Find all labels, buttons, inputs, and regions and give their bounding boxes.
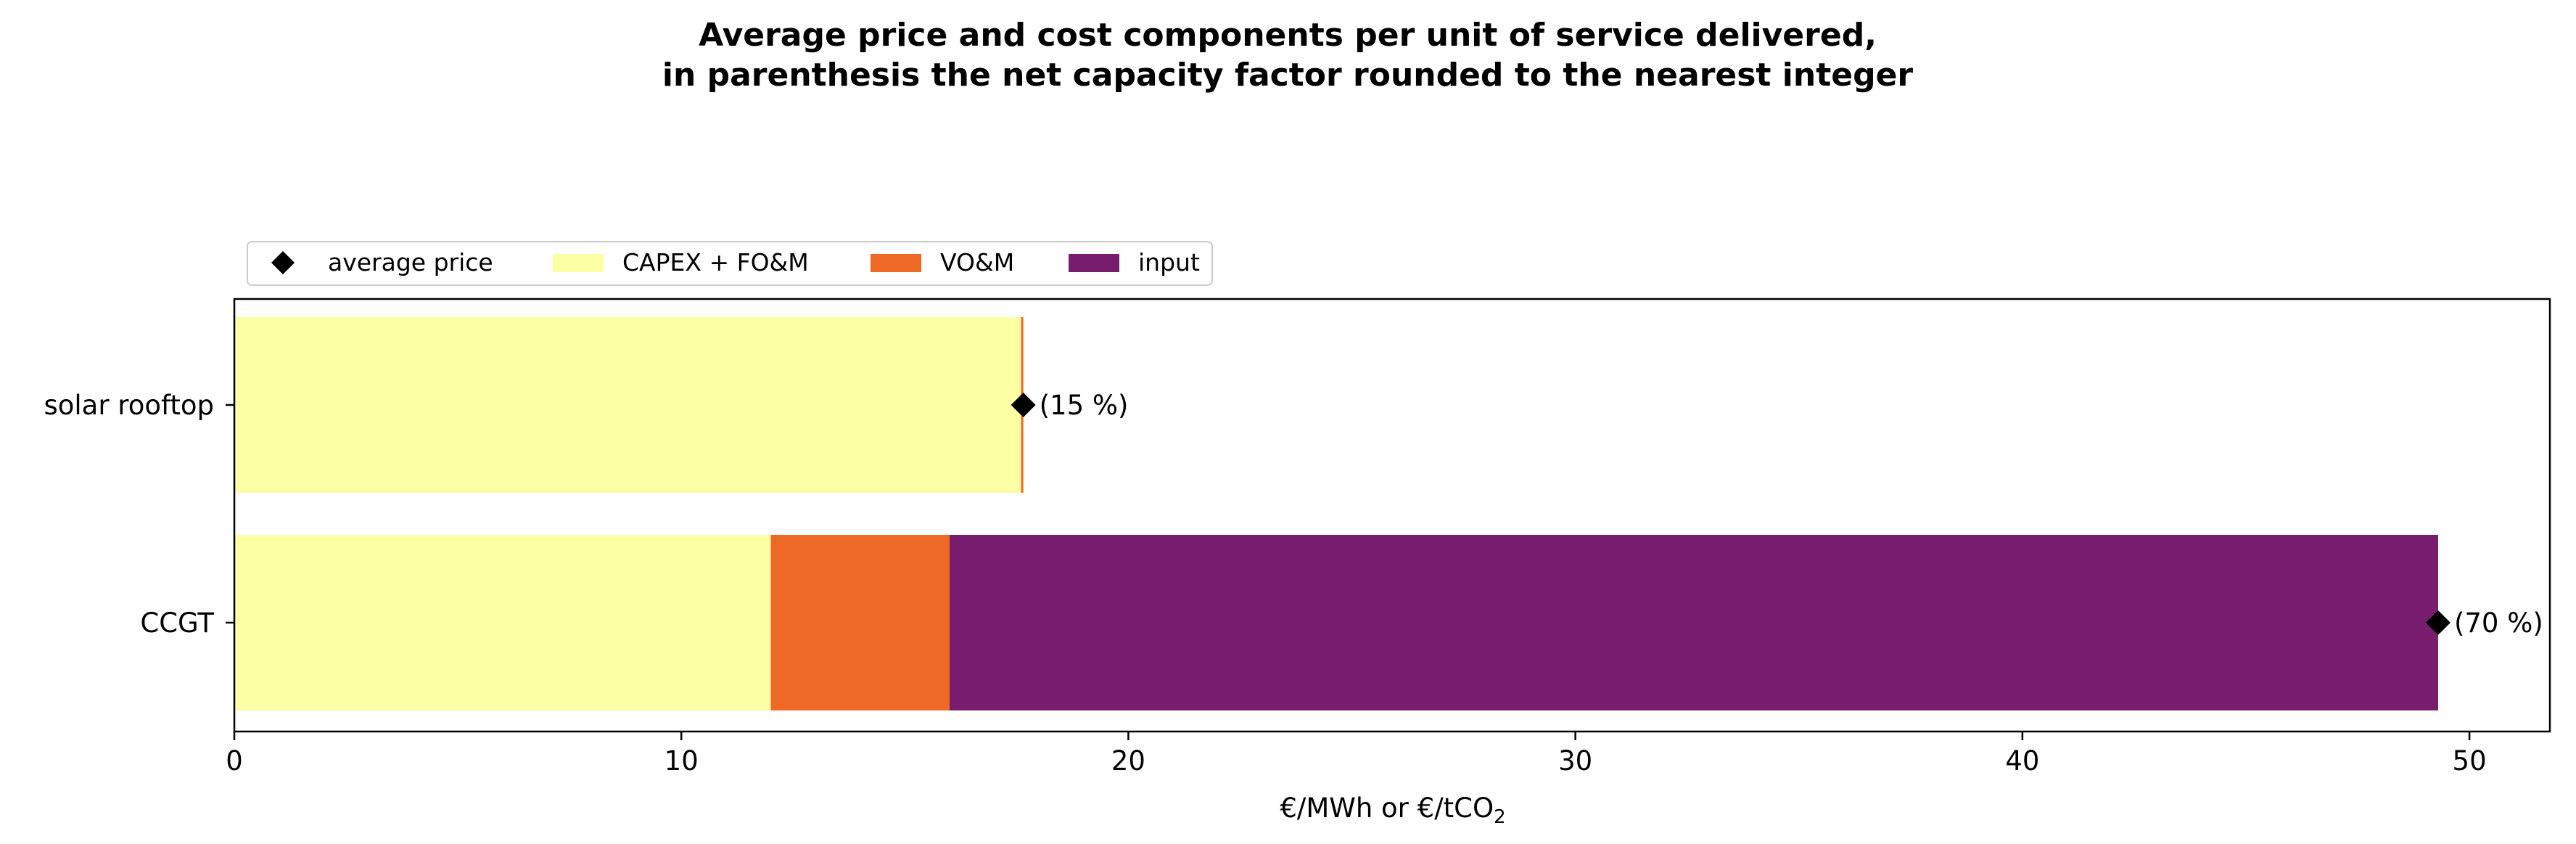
legend-vom-label: VO&M: [940, 248, 1014, 276]
bar-solar-rooftop-capex-fo-m: [234, 317, 1021, 493]
chart-title-line-1: Average price and cost components per un…: [699, 17, 1877, 54]
bar-ccgt-input: [949, 535, 2438, 710]
legend-capex-label: CAPEX + FO&M: [622, 248, 809, 276]
bars-layer: [234, 317, 2438, 710]
y-tick-label-ccgt: CCGT: [140, 607, 214, 639]
bar-ccgt-capex-fo-m: [234, 535, 771, 710]
y-axis: solar rooftop CCGT: [44, 390, 234, 639]
average-price-marker-ccgt: [2425, 610, 2451, 635]
x-tick-label-20: 20: [1111, 745, 1145, 777]
x-tick-label-50: 50: [2453, 745, 2487, 777]
x-tick-label-0: 0: [226, 745, 243, 777]
x-tick-label-40: 40: [2005, 745, 2039, 777]
chart-title-line-2: in parenthesis the net capacity factor r…: [662, 57, 1914, 94]
legend-average-price-label: average price: [328, 248, 493, 276]
x-axis-label-subscript: 2: [1494, 806, 1506, 828]
legend-input-label: input: [1138, 248, 1200, 276]
chart-title: Average price and cost components per un…: [662, 17, 1914, 94]
x-axis-label: €/MWh or €/tCO2: [1280, 792, 1505, 828]
legend-frame: [247, 241, 1213, 286]
plot-frame: [233, 298, 2551, 733]
average-price-marker-solar-rooftop: [1011, 393, 1036, 417]
legend-input-swatch: [1069, 254, 1119, 272]
bar-ccgt-vo-m: [770, 535, 950, 710]
capacity-factor-annotations: (15 %) (70 %): [1040, 390, 2543, 639]
annotation-ccgt: (70 %): [2454, 607, 2543, 639]
legend-capex-swatch: [553, 254, 604, 272]
x-axis: 0 10 20 30 40 50: [226, 732, 2487, 777]
x-tick-label-10: 10: [664, 745, 699, 777]
x-axis-label-text: €/MWh or €/tCO: [1280, 792, 1494, 824]
x-tick-label-30: 30: [1558, 745, 1592, 777]
legend-vom-swatch: [871, 254, 921, 272]
legend-average-price-marker: [271, 251, 295, 274]
annotation-solar-rooftop: (15 %): [1040, 390, 1129, 421]
legend: average price CAPEX + FO&M VO&M input: [247, 241, 1213, 286]
average-price-markers: [1011, 393, 2451, 635]
y-tick-label-solar-rooftop: solar rooftop: [44, 390, 214, 421]
